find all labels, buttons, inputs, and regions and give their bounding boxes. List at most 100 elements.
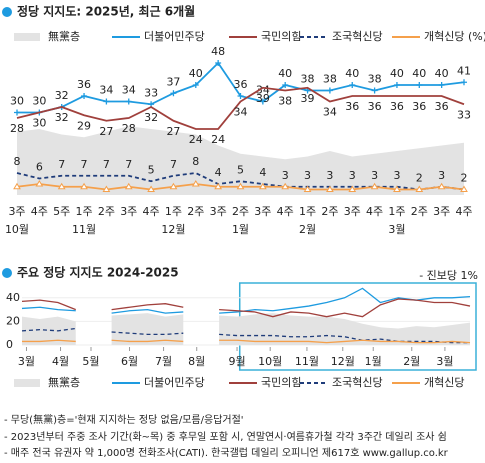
- line: [16, 86, 465, 130]
- x-tick-label: 3주: [120, 205, 137, 218]
- marker: [326, 87, 333, 94]
- data-label: 24: [211, 133, 225, 146]
- data-label: 37: [166, 75, 180, 88]
- data-label: 7: [81, 158, 88, 171]
- marker: [460, 185, 468, 192]
- marker: [282, 82, 289, 88]
- marker: [416, 82, 423, 88]
- data-label: 30: [32, 117, 46, 130]
- data-label: 4: [259, 166, 266, 179]
- data-label: 27: [99, 125, 113, 138]
- data-label: 4: [215, 166, 222, 179]
- x-tick-label: 1월: [365, 355, 382, 368]
- legend-label: 국민의힘: [261, 30, 301, 43]
- marker: [370, 182, 379, 190]
- x-tick-label: 3월: [18, 355, 35, 368]
- data-label: 40: [390, 67, 404, 80]
- data-label: 27: [166, 125, 180, 138]
- data-label: 3: [438, 169, 445, 182]
- legend-label: 국민의힘: [261, 376, 301, 389]
- x-tick-label: 2주: [321, 205, 338, 218]
- marker: [35, 180, 44, 187]
- data-label: 24: [189, 133, 203, 146]
- marker: [393, 82, 400, 88]
- footnote: - 매주 전국 유권자 약 1,000명 전화조사(CATI). 한국갤럽 데일…: [4, 447, 449, 459]
- marker: [258, 182, 267, 190]
- data-label: 28: [122, 122, 136, 135]
- x-tick-label: 12월: [331, 355, 355, 368]
- x-tick-label: 1주: [165, 205, 182, 218]
- marker: [393, 185, 401, 192]
- legend-label: 無黨층: [48, 375, 80, 389]
- marker: [102, 185, 111, 192]
- data-label: 5: [237, 163, 244, 176]
- data-label: 34: [323, 106, 337, 119]
- data-label: 29: [77, 119, 91, 132]
- data-label: 7: [170, 158, 177, 171]
- data-label: 8: [192, 155, 199, 168]
- marker: [191, 180, 200, 187]
- legend-label: 조국혁신당: [332, 30, 383, 43]
- data-label: 3: [326, 169, 333, 182]
- x-tick-label: 3주: [210, 205, 227, 218]
- line: [22, 339, 471, 344]
- marker: [170, 90, 177, 97]
- month-label: 11월: [72, 223, 96, 236]
- area: [22, 313, 470, 345]
- marker: [349, 82, 356, 88]
- marker: [236, 182, 245, 190]
- x-tick-label: 10월: [258, 355, 282, 368]
- marker: [57, 182, 66, 190]
- legend-swatch: [14, 33, 40, 41]
- x-tick-label: 2주: [411, 205, 428, 218]
- x-tick-label: 4주: [143, 205, 160, 218]
- data-label: 36: [345, 100, 359, 113]
- x-tick-label: 8월: [188, 355, 205, 368]
- x-tick-label: 3주: [8, 205, 25, 218]
- marker: [80, 182, 88, 190]
- x-tick-label: 6월: [121, 355, 138, 368]
- line: [21, 298, 471, 318]
- title-dot: [2, 7, 12, 17]
- legend-label: 개혁신당 (%): [424, 30, 485, 43]
- marker: [215, 60, 222, 66]
- marker: [326, 185, 334, 192]
- data-label: 32: [144, 111, 158, 124]
- x-tick-label: 11월: [295, 355, 319, 368]
- x-tick-label: 1주: [299, 205, 316, 218]
- data-label: 36: [368, 100, 382, 113]
- marker: [438, 82, 445, 88]
- y-tick-label: 20: [6, 314, 20, 327]
- marker: [348, 185, 357, 192]
- data-label: 40: [345, 67, 359, 80]
- data-label: 36: [435, 100, 449, 113]
- data-label: 8: [14, 155, 21, 168]
- x-tick-label: 4주: [455, 205, 472, 218]
- data-label: 40: [435, 67, 449, 80]
- x-tick-label: 2주: [232, 205, 249, 218]
- marker: [371, 87, 378, 94]
- x-tick-label: 2월: [403, 355, 420, 368]
- marker: [437, 182, 446, 190]
- note: - 진보당 1%: [419, 269, 478, 282]
- data-label: 28: [10, 122, 24, 135]
- data-label: 5: [148, 163, 155, 176]
- data-label: 38: [278, 95, 292, 108]
- marker: [169, 182, 178, 190]
- marker: [13, 182, 21, 190]
- x-tick-label: 4월: [52, 355, 69, 368]
- data-label: 3: [393, 169, 400, 182]
- month-label: 2월: [299, 223, 316, 236]
- x-tick-label: 2주: [187, 205, 204, 218]
- data-label: 6: [36, 161, 43, 174]
- footnote: - 무당(無黨)층='현재 지지하는 정당 없음/모름/응답거절': [4, 413, 244, 426]
- data-label: 39: [256, 92, 270, 105]
- marker: [259, 98, 266, 105]
- month-label: 10월: [5, 223, 29, 236]
- legend-label: 더불어민주당: [144, 30, 205, 43]
- data-label: 7: [58, 158, 65, 171]
- marker: [303, 185, 312, 192]
- month-label: 3월: [388, 223, 405, 236]
- marker: [461, 79, 467, 86]
